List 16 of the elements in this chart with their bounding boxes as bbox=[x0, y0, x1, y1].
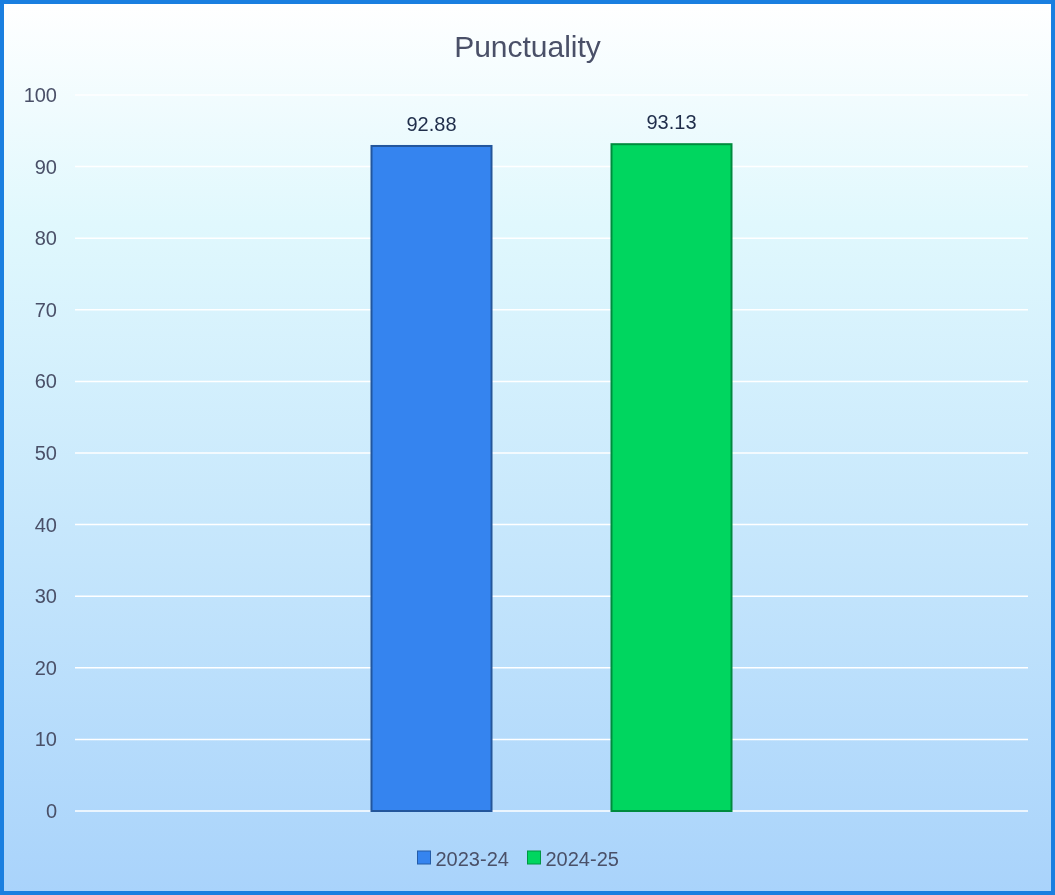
y-tick-label: 0 bbox=[45, 800, 57, 822]
data-label: 93.13 bbox=[646, 111, 697, 134]
y-tick-label: 10 bbox=[34, 728, 57, 751]
chart-title: Punctuality bbox=[454, 30, 601, 63]
y-tick-label: 60 bbox=[34, 370, 57, 393]
y-tick-label: 90 bbox=[34, 155, 57, 178]
y-tick-label: 70 bbox=[34, 298, 57, 321]
legend-label: 2023-24 bbox=[435, 848, 509, 870]
y-tick-label: 30 bbox=[34, 585, 57, 608]
data-label: 92.88 bbox=[406, 112, 457, 135]
y-tick-label: 80 bbox=[34, 227, 57, 250]
y-tick-label: 100 bbox=[23, 84, 57, 106]
y-tick-label: 50 bbox=[34, 442, 57, 464]
y-tick-label: 20 bbox=[34, 656, 57, 679]
y-tick-label: 40 bbox=[34, 513, 57, 536]
legend-label: 2024-25 bbox=[545, 848, 619, 870]
